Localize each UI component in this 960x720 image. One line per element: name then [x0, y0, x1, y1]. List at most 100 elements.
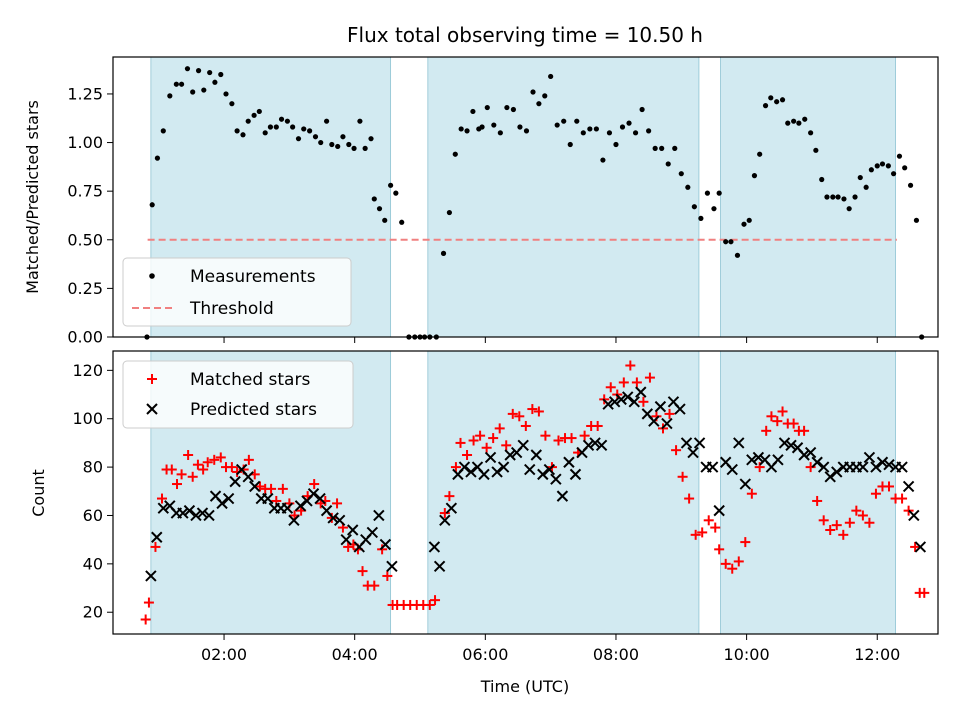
- matched-star-point: [514, 411, 525, 422]
- predicted-star-point: [824, 471, 836, 483]
- measurement-point: [178, 81, 185, 87]
- measurement-point: [723, 239, 729, 245]
- matched-star-point: [215, 452, 226, 463]
- y-tick-label: 100: [72, 409, 103, 428]
- measurement-point: [704, 190, 711, 196]
- matched-star-point: [494, 423, 505, 434]
- measurement-points: [144, 66, 925, 340]
- predicted-star-point: [883, 458, 895, 471]
- matched-star-point: [183, 450, 194, 461]
- predicted-star-point: [563, 456, 575, 468]
- matched-star-point: [638, 396, 649, 407]
- matched-star-point: [343, 541, 354, 552]
- measurement-point: [201, 87, 207, 93]
- matched-star-point: [870, 488, 881, 499]
- ratio-legend: Measurements Threshold: [122, 257, 352, 327]
- count-legend-box: [122, 360, 354, 429]
- x-tick-label: 12:00: [854, 645, 900, 664]
- measurement-point: [278, 116, 285, 122]
- ratio-panel: Flux total observing time = 10.50 h Matc…: [23, 23, 939, 347]
- predicted-star-point: [151, 531, 163, 543]
- predicted-star-point: [556, 490, 569, 502]
- measurement-point: [484, 104, 490, 111]
- matched-star-point: [202, 457, 213, 468]
- measurement-point: [746, 217, 752, 223]
- matched-star-point: [309, 479, 320, 490]
- measurement-point: [340, 134, 346, 140]
- matched-star-point: [187, 471, 198, 482]
- predicted-star-point: [589, 437, 601, 449]
- measurement-point: [646, 128, 652, 134]
- predicted-star-point: [602, 398, 614, 410]
- observing-interval-3: [720, 56, 896, 338]
- predicted-star-point: [347, 524, 359, 536]
- measurement-point: [251, 112, 257, 118]
- count-panel: Count Time (UTC) 20 40 60 80 100 120 02:00 04:…: [29, 350, 939, 696]
- matched-star-point: [507, 408, 518, 419]
- measurement-point: [868, 167, 874, 173]
- measurement-point: [639, 106, 645, 113]
- measurement-point: [846, 206, 852, 212]
- measurement-point: [896, 153, 903, 159]
- measurement-point: [779, 97, 786, 103]
- measurements-legend-marker: [149, 273, 155, 279]
- matched-star-point: [140, 614, 151, 625]
- observing-interval-3: [720, 350, 896, 635]
- predicted-star-point: [752, 451, 765, 464]
- predicted-star-point: [831, 466, 843, 478]
- matched-star-point: [903, 505, 914, 516]
- count-y-axis-label: Count: [29, 469, 48, 517]
- count-x-ticks: 02:00 04:00 06:00 08:00 10:00 12:00: [201, 634, 900, 664]
- matched-star-point: [430, 595, 441, 606]
- predicted-star-point: [491, 466, 503, 478]
- predicted-star-point: [484, 451, 497, 464]
- predicted-star-point: [433, 560, 446, 572]
- predicted-star-point: [366, 526, 379, 539]
- matched-star-point: [671, 445, 682, 456]
- predicted-star-point: [726, 463, 738, 476]
- predicted-star-point: [314, 492, 326, 505]
- measurement-point: [262, 130, 268, 136]
- predicted-star-point: [222, 492, 235, 505]
- matched-star-point: [533, 406, 544, 417]
- measurement-point: [440, 250, 447, 256]
- measurement-point: [240, 132, 246, 138]
- predicted-star-point: [896, 461, 908, 473]
- predicted-star-point: [798, 449, 810, 461]
- measurement-point: [852, 194, 858, 200]
- measurement-point: [554, 122, 560, 128]
- y-tick-label: 0.25: [67, 279, 103, 298]
- ratio-y-ticks: 0.00 0.25 0.50 0.75 1.00 1.25: [67, 84, 113, 347]
- matched-star-point: [631, 377, 642, 388]
- y-tick-label: 80: [83, 458, 103, 477]
- y-tick-label: 0.50: [67, 230, 103, 249]
- measurement-point: [234, 128, 240, 134]
- measurement-point: [774, 99, 780, 105]
- measurement-point: [229, 101, 235, 107]
- measurement-point: [813, 147, 819, 153]
- measurement-point: [741, 221, 747, 227]
- measurement-point: [567, 141, 573, 148]
- measurement-point: [323, 118, 330, 124]
- measurement-point: [561, 118, 567, 124]
- matched-star-point: [844, 517, 855, 528]
- matched-star-point: [553, 435, 564, 446]
- matched-star-point: [424, 599, 435, 610]
- measurement-point: [256, 108, 262, 115]
- measurement-point: [307, 128, 313, 134]
- x-tick-label: 04:00: [332, 645, 378, 664]
- measurement-point: [479, 124, 485, 130]
- matched-star-point: [720, 558, 731, 569]
- measurement-point: [295, 136, 302, 142]
- predicted-star-point: [648, 415, 660, 427]
- matched-star-point: [644, 372, 655, 383]
- ratio-y-axis-label: Matched/Predicted stars: [23, 100, 42, 294]
- matched-star-point: [703, 515, 714, 526]
- matched-star-point: [143, 597, 154, 608]
- count-legend: Matched stars Predicted stars: [122, 360, 354, 429]
- predicted-star-point: [177, 507, 189, 519]
- measurement-point: [857, 174, 863, 181]
- measurement-point: [672, 145, 678, 151]
- predicted-star-point: [203, 509, 215, 522]
- matched-star-point: [618, 377, 629, 388]
